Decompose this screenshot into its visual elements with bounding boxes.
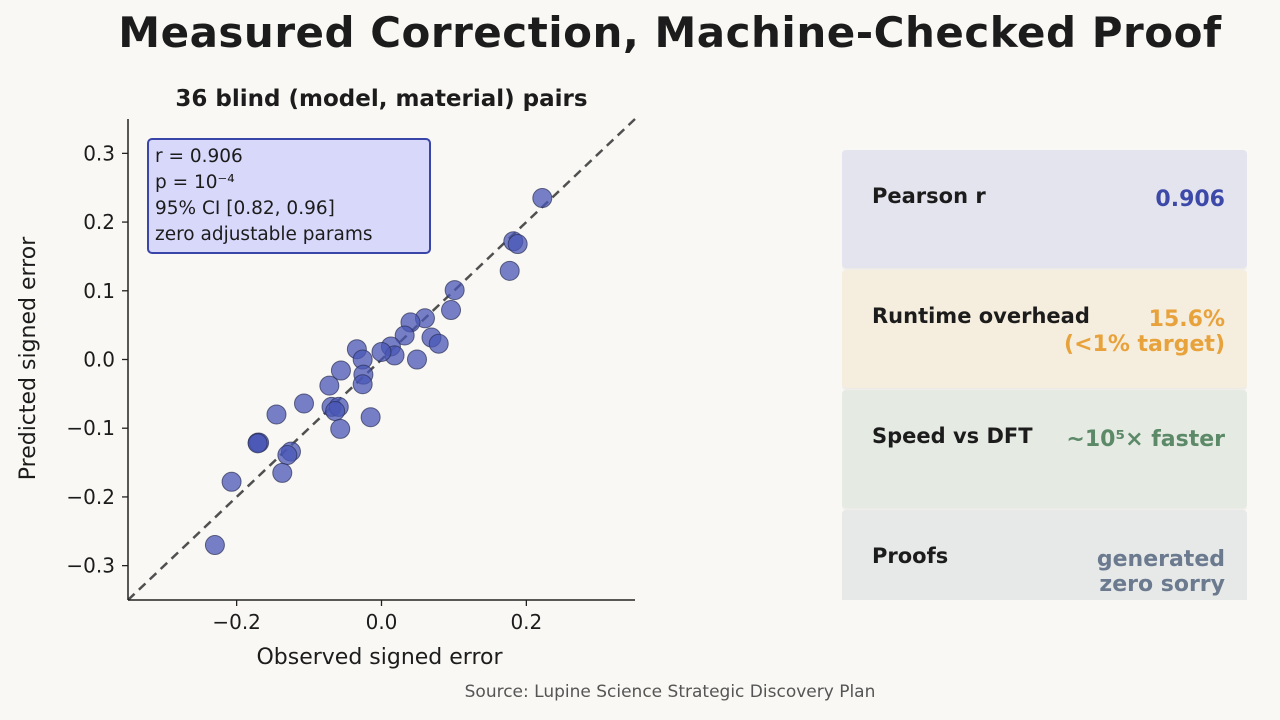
- chart-title: 36 blind (model, material) pairs: [175, 86, 587, 112]
- data-point: [444, 280, 465, 301]
- main-title: Measured Correction, Machine-Checked Pro…: [118, 8, 1222, 57]
- data-point: [325, 401, 346, 422]
- data-point: [371, 341, 392, 362]
- data-point: [394, 325, 415, 346]
- data-point: [499, 260, 520, 281]
- data-point: [319, 375, 340, 396]
- data-point: [532, 188, 553, 209]
- card-value: 0.906: [1155, 187, 1225, 212]
- y-tick-label: −0.1: [66, 416, 115, 440]
- data-point: [330, 418, 351, 439]
- x-tick-label: −0.2: [212, 610, 261, 634]
- card-label: Pearson r: [872, 184, 986, 208]
- y-tick-label: 0.1: [83, 279, 115, 303]
- stat-line-ci: 95% CI [0.82, 0.96]: [155, 198, 335, 219]
- card-speed-vs-dft: Speed vs DFT ~10⁵× faster: [842, 390, 1247, 508]
- card-proofs: Proofs generated zero sorry: [842, 510, 1247, 600]
- data-point: [294, 393, 315, 414]
- data-point: [277, 445, 298, 466]
- card-label: Proofs: [872, 544, 949, 568]
- stat-line-p: p = 10⁻⁴: [155, 172, 235, 193]
- data-point: [441, 300, 462, 321]
- y-tick-label: 0.0: [83, 348, 115, 372]
- y-tick-label: 0.2: [83, 210, 115, 234]
- data-point: [330, 360, 351, 381]
- data-point: [221, 471, 242, 492]
- card-value: generated zero sorry: [1096, 547, 1225, 597]
- data-point: [428, 333, 449, 354]
- card-label: Runtime overhead: [872, 304, 1090, 328]
- data-point: [266, 404, 287, 425]
- x-tick-label: 0.2: [510, 610, 542, 634]
- scatter-chart: 36 blind (model, material) pairs −0.2 0.0 0…: [16, 86, 636, 670]
- data-point: [204, 535, 225, 556]
- card-value: ~10⁵× faster: [1066, 427, 1225, 452]
- y-tick-label: −0.3: [66, 554, 115, 578]
- data-point: [360, 407, 381, 428]
- data-point: [247, 433, 268, 454]
- stat-line-r: r = 0.906: [155, 146, 243, 167]
- data-point: [406, 349, 427, 370]
- x-tick-label: 0.0: [366, 610, 398, 634]
- y-tick-label: −0.2: [66, 485, 115, 509]
- stat-line-params: zero adjustable params: [155, 224, 373, 245]
- stats-annotation-box: r = 0.906 p = 10⁻⁴ 95% CI [0.82, 0.96] z…: [147, 138, 431, 254]
- metric-cards: Pearson r 0.906 Runtime overhead 15.6% (…: [842, 150, 1247, 600]
- card-value: 15.6% (<1% target): [1064, 307, 1225, 357]
- chart-svg: 36 blind (model, material) pairs −0.2 0.0 0…: [16, 86, 636, 670]
- data-point: [272, 462, 293, 483]
- x-axis-label: Observed signed error: [256, 645, 503, 670]
- card-runtime-overhead: Runtime overhead 15.6% (<1% target): [842, 270, 1247, 388]
- card-label: Speed vs DFT: [872, 424, 1033, 448]
- y-axis-label: Predicted signed error: [16, 236, 41, 480]
- source-note: Source: Lupine Science Strategic Discove…: [464, 682, 876, 702]
- card-pearson-r: Pearson r 0.906: [842, 150, 1247, 268]
- data-point: [507, 234, 528, 255]
- y-tick-label: 0.3: [83, 141, 115, 165]
- data-point: [352, 374, 373, 395]
